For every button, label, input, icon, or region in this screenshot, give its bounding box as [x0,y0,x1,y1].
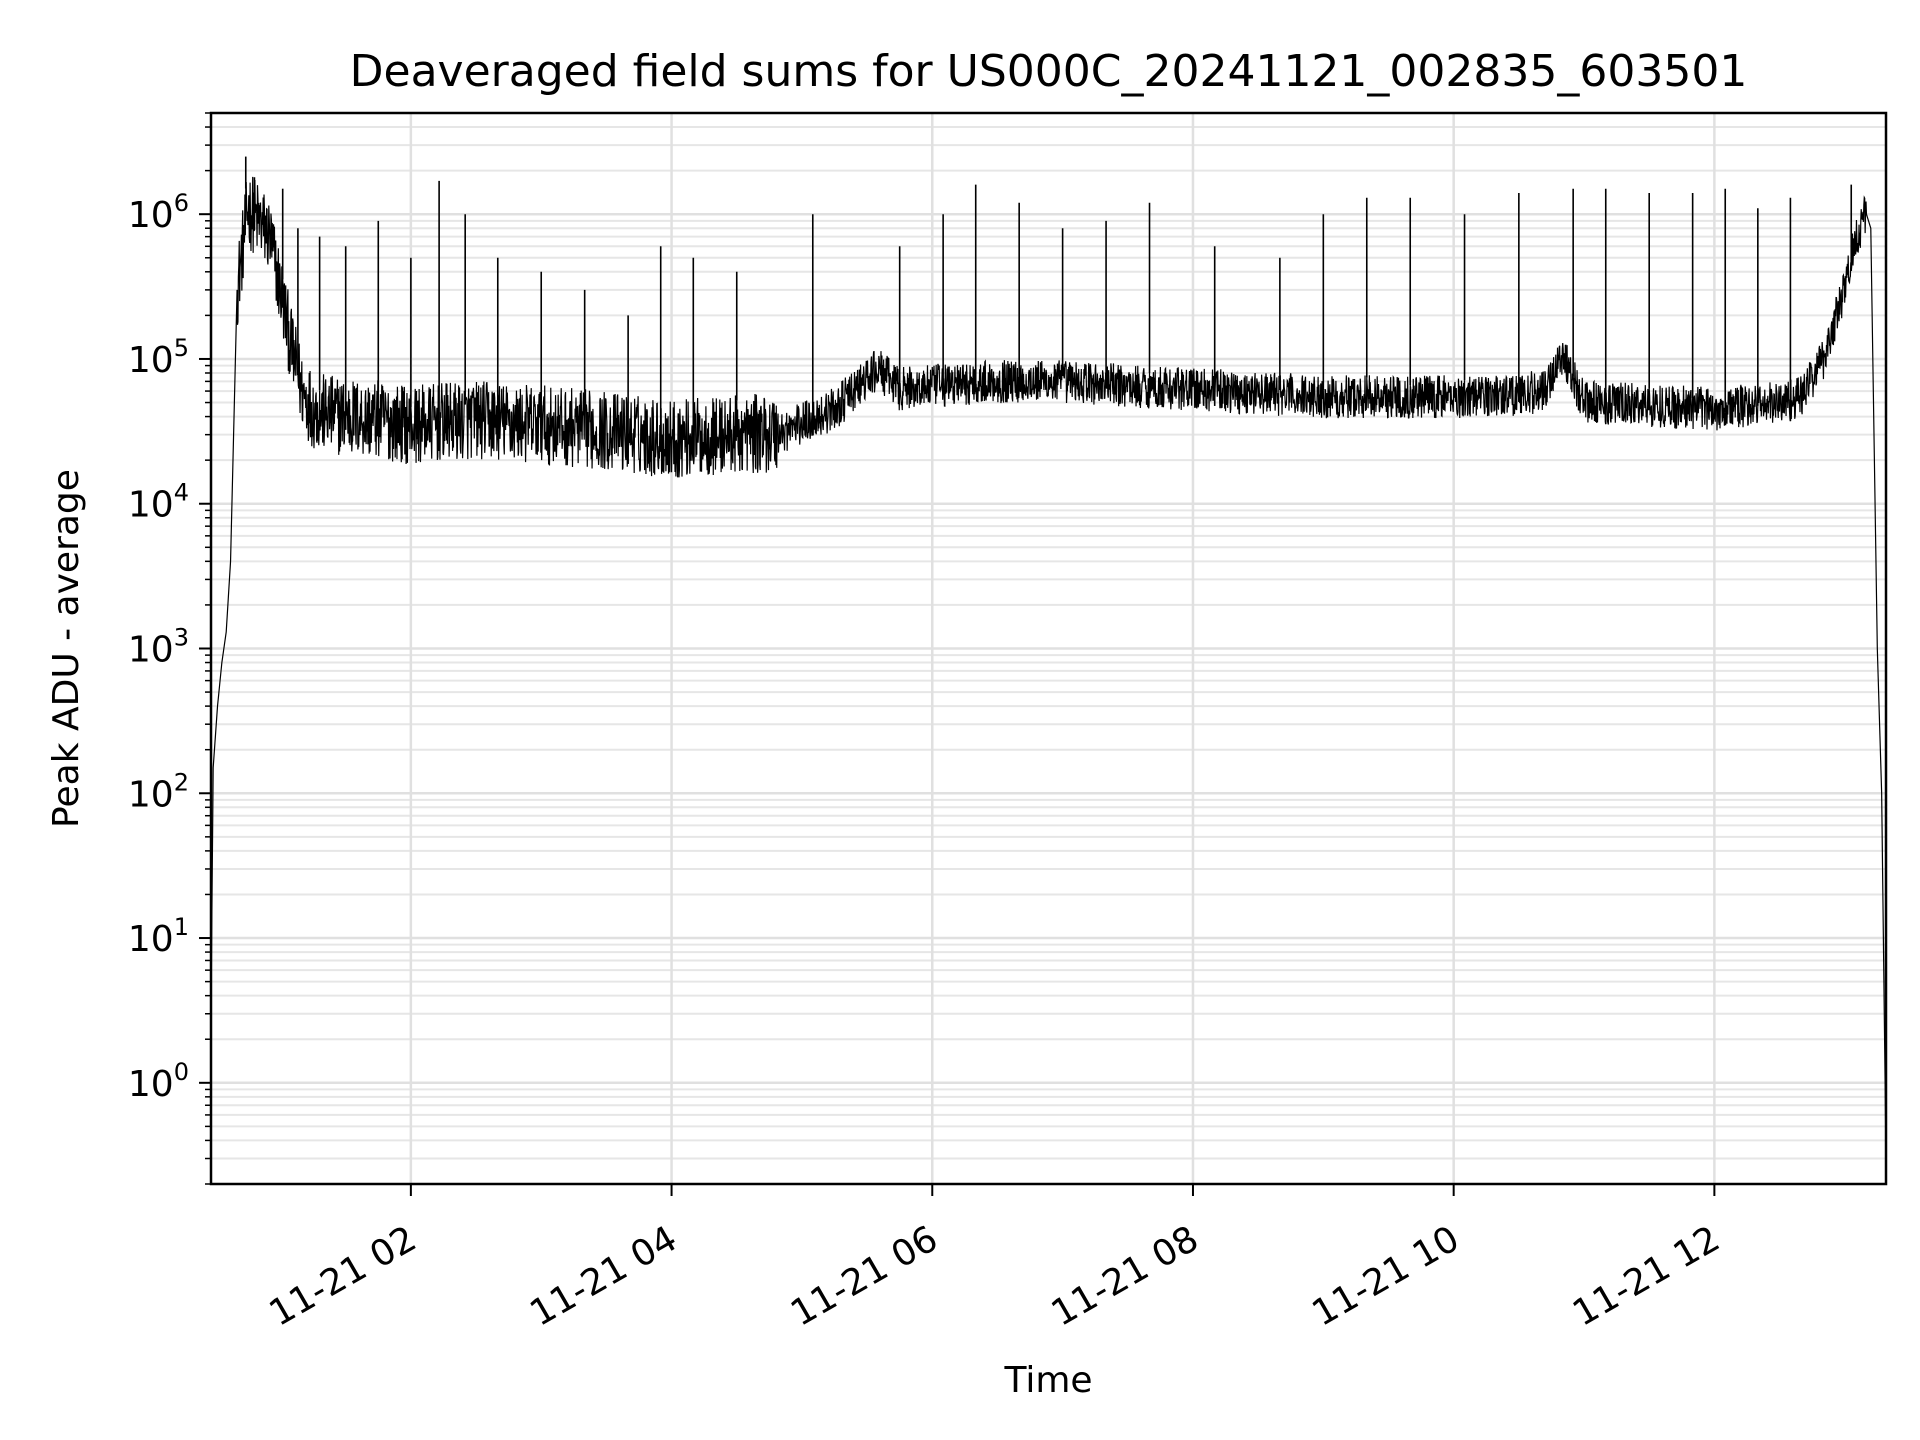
data-series-line [210,176,1887,1159]
plot-line [210,156,1887,1159]
y-tick-label: 105 [128,334,189,381]
y-tick-label: 104 [128,479,189,526]
y-tick-label: 100 [128,1058,189,1105]
y-axis-ticks: 100 101 102 103 104 105 106 [128,112,211,1185]
x-axis-label: Time [1003,1360,1092,1401]
y-axis-label: Peak ADU - average [46,469,87,828]
y-tick-label: 102 [128,768,189,815]
chart-title: Deaveraged field sums for US000C_2024112… [350,46,1748,97]
y-tick-label: 103 [128,624,189,671]
y-tick-label: 106 [128,189,189,236]
grid [211,112,1886,1185]
y-tick-label: 101 [128,913,189,960]
